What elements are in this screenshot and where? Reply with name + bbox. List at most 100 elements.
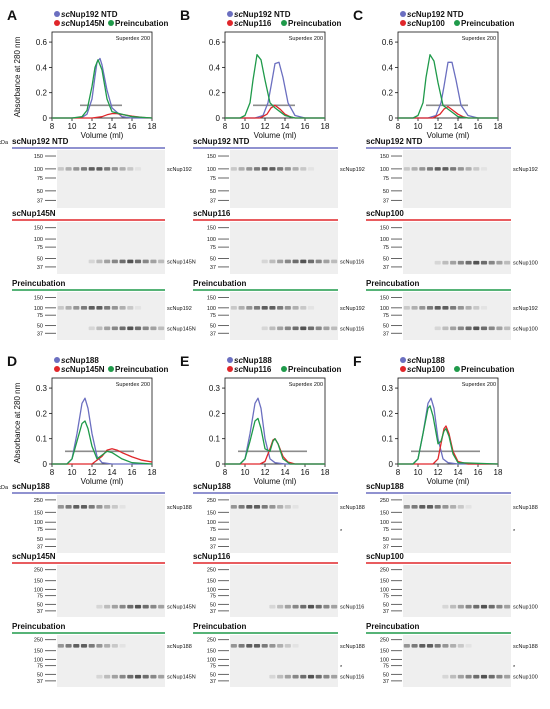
kda-marker-label: 100 <box>207 657 216 663</box>
kda-marker-label: 150 <box>380 226 389 232</box>
protein-band <box>450 604 457 609</box>
kda-marker-label: 150 <box>380 579 389 585</box>
x-tick-label: 12 <box>88 122 97 131</box>
x-axis-label: Volume (ml) <box>254 131 297 140</box>
protein-band <box>315 604 322 609</box>
kda-marker-label: 75 <box>37 527 43 533</box>
protein-band <box>111 259 118 264</box>
x-tick-label: 14 <box>108 468 117 477</box>
protein-band <box>307 326 315 331</box>
kda-marker-label: 37 <box>37 609 43 615</box>
protein-band <box>269 644 276 648</box>
protein-band <box>411 644 418 648</box>
panel-letter: E <box>180 353 189 369</box>
legend-name: Nup116 <box>243 365 272 374</box>
legend-italic-prefix: sc <box>234 365 243 374</box>
band-label: scNup192 <box>513 306 538 312</box>
band-label: scNup116 <box>340 675 364 681</box>
y-tick-label: 0.2 <box>382 89 394 98</box>
gel-background <box>230 150 338 208</box>
chromatogram-line-a <box>398 61 498 119</box>
column-label: Superdex 200 <box>462 36 496 42</box>
protein-band <box>442 167 449 171</box>
protein-band <box>142 674 149 679</box>
protein-band <box>442 505 449 509</box>
legend-name: Nup116 <box>243 19 272 28</box>
protein-band <box>57 644 64 648</box>
protein-band <box>284 306 291 310</box>
band-label: scNup188 <box>513 505 538 511</box>
legend-marker-pre <box>454 20 460 26</box>
protein-band <box>65 644 72 648</box>
x-tick-label: 18 <box>148 122 157 131</box>
protein-band <box>96 604 103 609</box>
plot-frame <box>51 377 153 465</box>
gel-title: scNup100 <box>366 209 404 218</box>
protein-band <box>442 674 449 679</box>
kda-marker-label: 250 <box>207 568 216 574</box>
kda-marker-label: 75 <box>383 176 389 182</box>
protein-band <box>473 604 480 609</box>
protein-band <box>504 674 511 679</box>
gel-title: scNup188 <box>366 482 404 491</box>
protein-band <box>134 604 142 609</box>
x-tick-label: 16 <box>128 122 137 131</box>
gel-title: scNup145N <box>12 552 56 561</box>
protein-band <box>96 306 103 310</box>
legend-name: Nup188 <box>70 356 99 365</box>
column-label: Superdex 200 <box>289 36 323 42</box>
protein-band <box>450 260 457 265</box>
chromatogram-line-preincubation <box>398 54 498 119</box>
protein-band <box>96 326 103 331</box>
legend-marker-b <box>54 20 60 26</box>
protein-band <box>269 604 276 609</box>
gel-title: Preincubation <box>12 622 65 631</box>
protein-band <box>442 306 449 310</box>
kda-marker-label: 150 <box>380 649 389 655</box>
y-tick-label: 0.6 <box>36 38 48 47</box>
kda-marker-label: 250 <box>207 498 216 504</box>
protein-band <box>253 505 261 509</box>
legend-italic-prefix: sc <box>61 365 70 374</box>
gel-background <box>403 292 511 340</box>
x-tick-label: 18 <box>148 468 157 477</box>
protein-band <box>450 505 457 509</box>
protein-band <box>230 306 237 310</box>
kda-marker-label: 100 <box>207 306 216 312</box>
protein-band <box>134 259 142 264</box>
band-label: scNup145N <box>167 675 196 681</box>
band-label: scNup116 <box>340 605 364 611</box>
protein-band <box>65 306 72 310</box>
protein-band <box>331 674 338 679</box>
y-tick-label: 0.2 <box>209 89 221 98</box>
protein-band <box>323 674 330 679</box>
kda-marker-label: 75 <box>37 176 43 182</box>
plot-frame <box>51 31 153 119</box>
y-tick-label: 0.1 <box>209 435 221 444</box>
legend-marker-b <box>54 366 60 372</box>
legend-marker-pre <box>281 20 287 26</box>
protein-band <box>127 326 134 331</box>
y-tick-label: 0 <box>43 114 48 123</box>
x-tick-label: 14 <box>281 468 290 477</box>
band-label: scNup188 <box>167 644 192 650</box>
band-label: * <box>513 665 516 671</box>
kda-marker-label: 50 <box>37 256 43 262</box>
gel-background <box>403 495 511 553</box>
band-label: scNup100 <box>513 261 538 267</box>
protein-band <box>465 644 472 648</box>
protein-band <box>434 167 441 171</box>
chromatogram-line-preincubation <box>52 420 153 465</box>
gel-title: scNup188 <box>193 482 231 491</box>
protein-band <box>73 505 80 509</box>
protein-band <box>127 604 134 609</box>
kda-marker-label: 250 <box>380 568 389 574</box>
legend-name: Preincubation <box>461 19 514 28</box>
gel-background <box>230 635 338 687</box>
protein-band <box>457 306 464 310</box>
protein-band <box>158 674 165 679</box>
protein-band <box>284 259 291 264</box>
protein-band <box>284 167 291 171</box>
